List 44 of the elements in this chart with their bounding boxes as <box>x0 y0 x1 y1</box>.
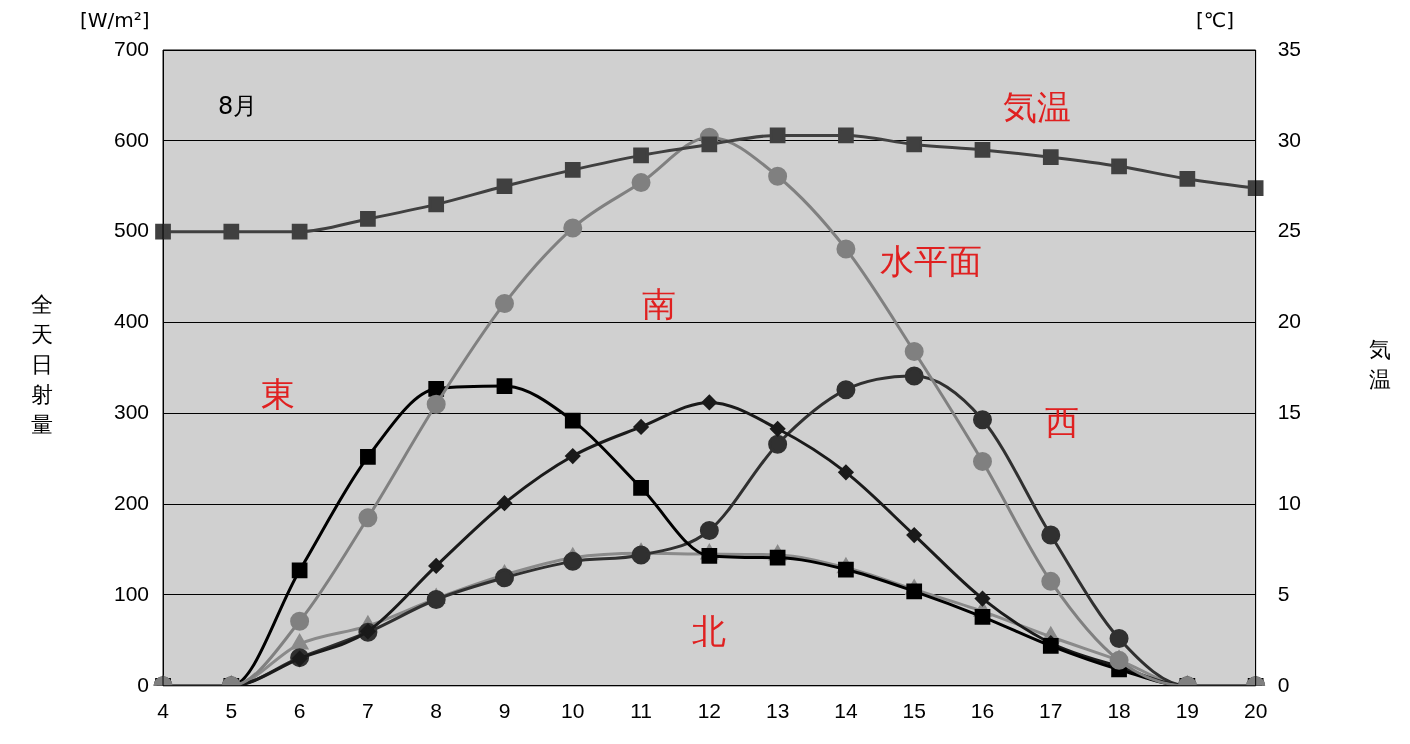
x-tick-label: 14 <box>834 699 858 723</box>
x-tick-label: 17 <box>1039 699 1063 723</box>
y-tick-label: 300 <box>113 400 150 424</box>
y2-tick-label: 10 <box>1277 490 1301 514</box>
y-tick-label: 200 <box>113 490 150 514</box>
y-tick-label: 0 <box>137 672 150 696</box>
y2-axis-title: 気温 <box>1368 336 1392 394</box>
x-tick-label: 11 <box>630 699 652 723</box>
y2-tick-label: 5 <box>1277 581 1290 605</box>
x-tick-label: 6 <box>293 699 306 723</box>
y2-tick-label: 35 <box>1277 36 1301 60</box>
x-tick-label: 9 <box>498 699 511 723</box>
y-tick-label: 700 <box>113 36 150 60</box>
text: 東 <box>260 373 295 414</box>
annotation: 8月 <box>218 92 258 121</box>
x-tick-label: 16 <box>970 699 995 723</box>
y2-tick-label: 25 <box>1277 218 1301 242</box>
y2-tick-label: 30 <box>1277 127 1301 151</box>
y-axis-title: 全天日射量 <box>30 291 54 439</box>
x-tick-label: 7 <box>362 699 374 723</box>
x-tick-label: 15 <box>902 699 926 723</box>
x-tick-label: 4 <box>157 699 170 723</box>
x-tick-label: 20 <box>1243 699 1268 723</box>
text: [℃] <box>1196 8 1235 32</box>
y2-tick-label: 15 <box>1277 400 1301 424</box>
series-label: 北 <box>692 610 727 651</box>
y-tick-label: 400 <box>113 309 150 333</box>
x-tick-label: 12 <box>697 699 722 723</box>
series-label: 西 <box>1045 401 1080 442</box>
series-label: 水平面 <box>879 240 982 281</box>
y-tick-label: 500 <box>113 218 150 242</box>
x-tick-label: 13 <box>765 699 790 723</box>
y2-tick-label: 20 <box>1277 309 1301 333</box>
text: [W/m²] <box>80 8 150 32</box>
y-tick-label: 100 <box>113 581 150 605</box>
x-tick-label: 5 <box>225 699 238 723</box>
text: 南 <box>642 284 677 325</box>
x-tick-label: 10 <box>561 699 585 723</box>
x-tick-label: 19 <box>1175 699 1200 723</box>
x-tick-label: 8 <box>430 699 443 723</box>
series-label: 気温 <box>1003 86 1072 127</box>
x-tick-label: 18 <box>1107 699 1131 723</box>
y-tick-label: 600 <box>113 127 150 151</box>
y2-tick-label: 0 <box>1277 672 1290 696</box>
